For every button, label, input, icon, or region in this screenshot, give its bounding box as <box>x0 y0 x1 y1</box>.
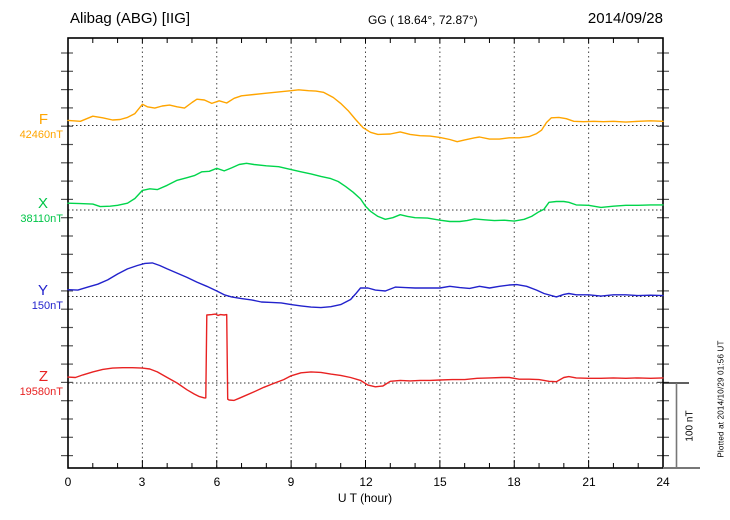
plot-date: 2014/09/28 <box>587 10 663 27</box>
scale-bar-label: 100 nT <box>684 410 696 442</box>
x-tick-label: 12 <box>359 475 373 489</box>
trace-baseline-X: 38110nT <box>20 213 63 225</box>
trace-Z <box>67 313 664 402</box>
plotted-timestamp: Plotted at 2014/10/29 01:56 UT <box>716 340 726 458</box>
trace-F <box>67 89 664 143</box>
x-tick-label: 0 <box>64 475 72 489</box>
trace-label-X: X <box>37 195 48 212</box>
trace-label-Z: Z <box>38 368 48 385</box>
trace-baseline-Z: 19580nT <box>19 386 63 398</box>
station-title: Alibag (ABG) [IIG] <box>70 10 191 27</box>
x-tick-label: 9 <box>287 475 295 489</box>
x-tick-label: 15 <box>433 475 447 489</box>
plot-frame <box>67 37 664 469</box>
x-tick-label: 21 <box>582 475 596 489</box>
x-tick-label: 24 <box>656 475 670 489</box>
trace-label-Y: Y <box>37 282 48 299</box>
trace-label-F: F <box>38 111 48 128</box>
x-tick-label: 6 <box>213 475 221 489</box>
x-tick-label: 18 <box>507 475 521 489</box>
trace-X <box>67 162 664 223</box>
trace-Y <box>67 262 664 309</box>
x-axis-label: U T (hour) <box>337 491 393 505</box>
trace-baseline-F: 42460nT <box>19 129 63 141</box>
x-tick-label: 3 <box>138 475 146 489</box>
geographic-coords: GG ( 18.64°, 72.87°) <box>368 13 478 27</box>
trace-baseline-Y: 150nT <box>31 300 63 312</box>
